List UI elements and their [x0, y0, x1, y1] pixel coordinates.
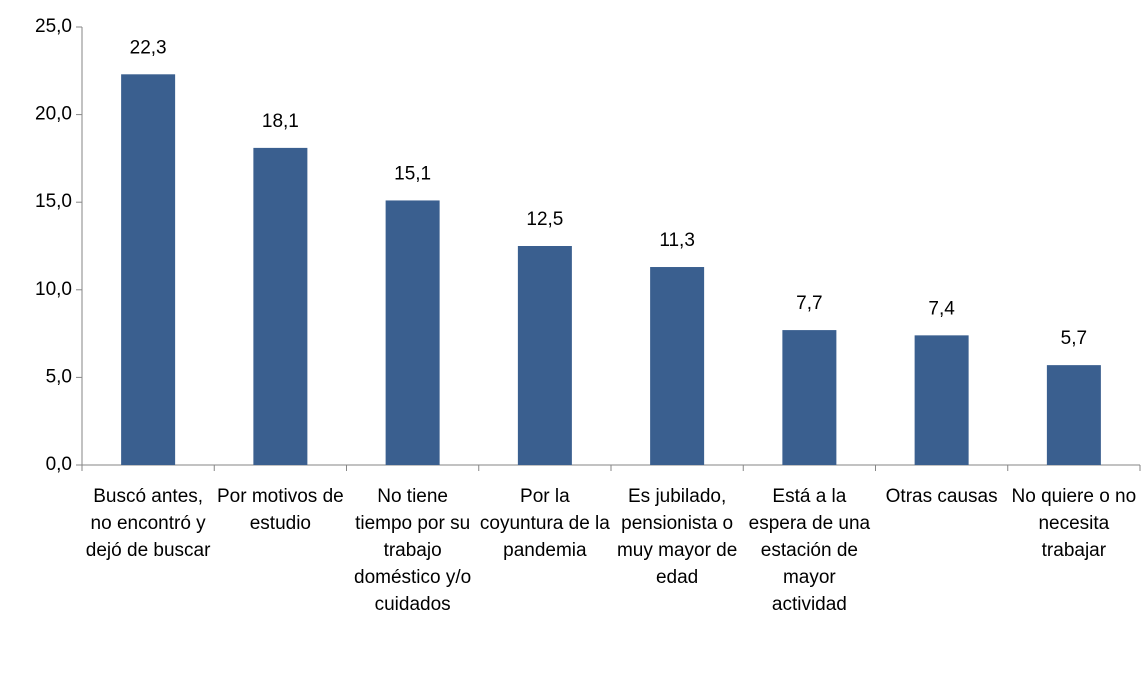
- y-tick-label: 20,0: [35, 104, 72, 125]
- value-label: 11,3: [659, 230, 695, 251]
- bar: [121, 74, 176, 465]
- y-tick-label: 5,0: [46, 366, 72, 387]
- x-tick-label: Es jubilado, pensionista o muy mayor de …: [616, 486, 738, 588]
- x-tick-label: Buscó antes, no encontró y dejó de busca…: [85, 486, 211, 561]
- bar: [253, 147, 308, 465]
- x-tick-label: Está a la espera de una estación de mayo…: [748, 486, 871, 615]
- x-tick-label: Por motivos de estudio: [217, 486, 344, 534]
- bar: [782, 330, 837, 465]
- y-tick-label: 25,0: [35, 16, 72, 37]
- bar: [1046, 365, 1101, 465]
- y-tick-label: 15,0: [35, 191, 72, 212]
- bar: [914, 335, 969, 465]
- x-tick-label: No quiere o no necesita trabajar: [1011, 486, 1137, 561]
- value-label: 7,4: [928, 298, 955, 319]
- y-tick-label: 0,0: [46, 454, 72, 475]
- bar: [650, 267, 705, 465]
- value-label: 15,1: [394, 163, 431, 184]
- value-label: 5,7: [1061, 328, 1087, 349]
- x-tick-label: Por la coyuntura de la pandemia: [479, 486, 610, 561]
- bar: [385, 200, 440, 465]
- value-label: 22,3: [130, 37, 167, 58]
- y-tick-label: 10,0: [35, 279, 72, 300]
- x-tick-label: Otras causas: [885, 486, 998, 507]
- x-tick-label: No tiene tiempo por su trabajo doméstico…: [354, 486, 472, 615]
- value-label: 12,5: [526, 209, 563, 230]
- value-label: 7,7: [796, 293, 822, 314]
- value-label: 18,1: [262, 111, 299, 132]
- bar: [517, 246, 572, 465]
